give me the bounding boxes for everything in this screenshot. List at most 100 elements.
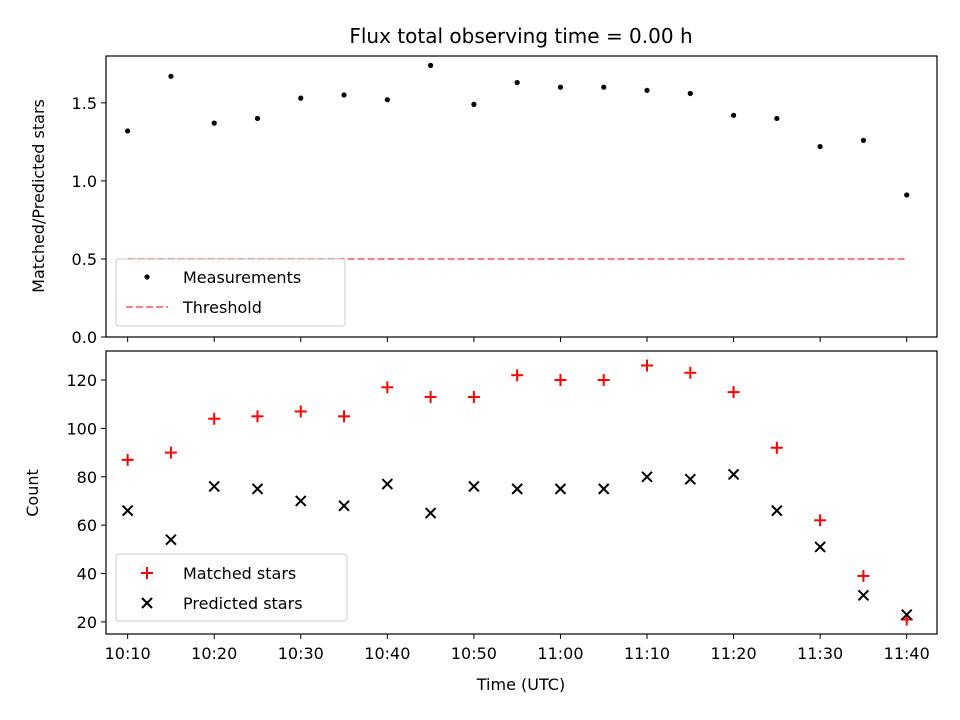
top-y-ticks: 0.0 0.5 1.0 1.5 — [72, 94, 106, 347]
matched-star-point — [684, 366, 697, 379]
matched-star-point — [424, 390, 437, 403]
predicted-star-point — [771, 504, 783, 517]
x-tick-label: 11:20 — [711, 644, 757, 663]
bottom-y-tick-label: 60 — [77, 516, 97, 535]
top-plot-content — [125, 62, 910, 260]
predicted-star-point — [295, 495, 307, 507]
matched-star-point — [857, 569, 870, 582]
predicted-star-point — [511, 483, 523, 495]
matched-star-point — [467, 390, 480, 403]
x-tick-label: 11:30 — [797, 644, 843, 663]
measurement-point — [384, 97, 390, 103]
top-y-tick-label: 1.5 — [72, 94, 97, 113]
measurement-point — [860, 137, 867, 143]
bottom-axes-frame — [105, 350, 938, 635]
measurement-point — [730, 112, 737, 118]
x-tick-label: 10:50 — [451, 644, 497, 663]
bottom-y-tick-label: 80 — [77, 468, 97, 487]
predicted-star-point — [684, 473, 697, 485]
bottom-legend-box — [115, 553, 348, 622]
legend-matched-marker — [141, 567, 153, 579]
matched-star-point — [338, 410, 351, 423]
predicted-star-point — [598, 483, 610, 495]
x-tick-label: 10:30 — [278, 644, 324, 663]
legend-predicted-marker — [141, 597, 153, 609]
x-tick-label: 10:40 — [364, 644, 410, 663]
measurement-point — [471, 101, 477, 107]
predicted-star-point — [251, 483, 264, 495]
measurement-point — [817, 143, 823, 150]
matched-star-point — [164, 446, 177, 459]
top-legend-box — [115, 258, 346, 327]
x-tick-label: 10:10 — [105, 644, 151, 663]
measurement-point — [428, 62, 434, 68]
predicted-star-point — [424, 507, 437, 519]
x-tick-label: 10:20 — [191, 644, 237, 663]
predicted-star-point — [381, 478, 394, 490]
matched-star-point — [814, 514, 827, 527]
matched-star-point — [208, 412, 221, 425]
measurement-point — [514, 79, 520, 86]
predicted-star-point — [208, 480, 220, 493]
bottom-x-ticks: 10:10 10:20 10:30 10:40 10:50 11:00 11:10 11:20… — [105, 634, 930, 663]
matched-star-point — [251, 410, 264, 423]
matched-star-point — [554, 374, 567, 387]
measurement-point — [644, 87, 650, 93]
measurement-point — [125, 128, 131, 134]
legend-threshold-label: Threshold — [182, 298, 262, 317]
matched-star-point — [381, 381, 394, 394]
measurement-point — [168, 73, 174, 79]
matched-star-point — [641, 359, 654, 372]
matched-star-point — [770, 441, 783, 454]
top-legend: Measurements Threshold — [115, 258, 346, 327]
measurement-point — [341, 92, 347, 98]
x-axis-label: Time (UTC) — [476, 675, 565, 694]
top-y-tick-label: 0.5 — [72, 250, 97, 269]
measurement-point — [254, 115, 261, 122]
legend-measurements-marker — [144, 274, 150, 280]
bottom-plot-content — [121, 359, 913, 626]
legend-measurements-label: Measurements — [183, 268, 301, 287]
matched-star-point — [511, 369, 524, 382]
measurement-point — [687, 90, 693, 97]
bottom-y-axis-label: Count — [23, 469, 42, 517]
measurement-point — [211, 120, 217, 126]
measurement-point — [904, 192, 910, 198]
bottom-panel: 20 40 60 80 100 120 10:10 10:20 10:30 10:40 10:50… — [23, 350, 938, 694]
matched-star-point — [597, 374, 610, 387]
top-y-tick-label: 1.0 — [72, 172, 97, 191]
chart-title: Flux total observing time = 0.00 h — [349, 24, 692, 48]
bottom-legend: Matched stars Predicted stars — [115, 553, 348, 622]
x-tick-label: 11:40 — [884, 644, 930, 663]
measurement-point — [298, 95, 304, 101]
matched-star-point — [727, 386, 740, 399]
top-y-tick-label: 0.0 — [72, 328, 97, 347]
predicted-star-point — [468, 480, 480, 493]
bottom-y-tick-label: 100 — [66, 419, 97, 438]
legend-predicted-label: Predicted stars — [183, 594, 303, 613]
predicted-star-point — [727, 468, 740, 481]
predicted-star-point — [554, 483, 567, 495]
predicted-star-point — [641, 471, 653, 483]
matched-star-point — [294, 405, 307, 418]
measurement-point — [774, 115, 780, 122]
predicted-star-point — [857, 589, 870, 602]
x-tick-label: 11:00 — [537, 644, 583, 663]
predicted-star-point — [121, 504, 134, 517]
top-x-ticks — [127, 337, 908, 342]
measurement-point — [557, 84, 564, 90]
measurement-point — [601, 84, 607, 90]
top-panel: 0.0 0.5 1.0 1.5 Matched/Predicted stars Mea… — [29, 55, 938, 347]
predicted-star-point — [165, 533, 177, 546]
bottom-y-ticks: 20 40 60 80 100 120 — [66, 371, 106, 632]
bottom-y-tick-label: 40 — [77, 565, 97, 584]
top-y-axis-label: Matched/Predicted stars — [29, 99, 48, 293]
x-tick-label: 11:10 — [624, 644, 670, 663]
bottom-y-tick-label: 120 — [66, 371, 97, 390]
matched-star-point — [121, 453, 134, 466]
predicted-star-point — [900, 608, 913, 621]
bottom-y-tick-label: 20 — [77, 613, 97, 632]
predicted-star-point — [338, 500, 350, 512]
top-axes-frame — [105, 55, 938, 338]
